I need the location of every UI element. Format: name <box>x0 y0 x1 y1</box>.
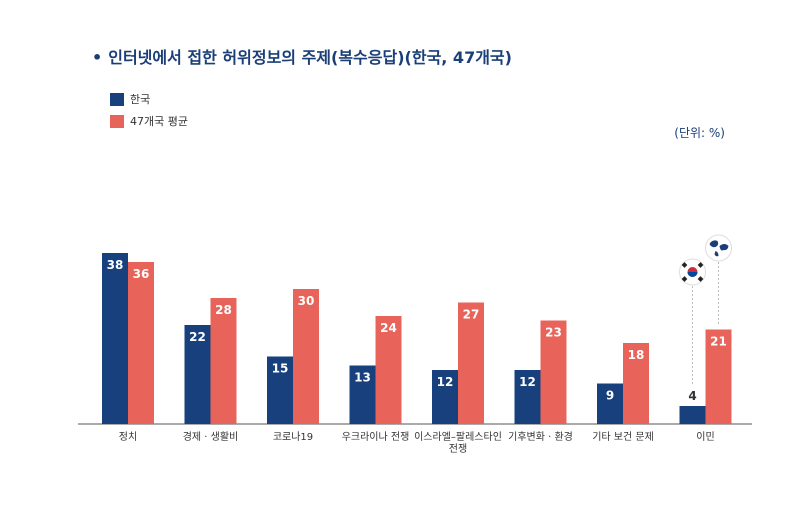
category-label-4-line-1: 전쟁 <box>449 443 467 455</box>
category-label-0: 정치 <box>119 431 137 443</box>
legend: 한국 47개국 평균 <box>110 92 188 136</box>
bar-average-4 <box>458 302 484 424</box>
data-label-korea-2: 15 <box>272 362 289 376</box>
globe-continent-2 <box>719 244 729 251</box>
chart-title-text: 인터넷에서 접한 허위정보의 주제(복수응답)(한국, 47개국) <box>108 48 512 67</box>
data-label-average-0: 36 <box>133 267 150 281</box>
bar-average-1 <box>210 298 237 424</box>
legend-item-average: 47개국 평균 <box>110 114 188 128</box>
bar-korea-5 <box>514 370 541 424</box>
bar-average-3 <box>375 316 402 424</box>
category-label-1: 경제 · 생활비 <box>183 430 239 443</box>
legend-item-korea: 한국 <box>110 92 188 106</box>
bar-korea-4 <box>432 370 458 424</box>
category-label-6: 기타 보건 문제 <box>592 431 654 443</box>
bar-average-5 <box>540 320 567 424</box>
data-label-average-5: 23 <box>545 326 562 340</box>
bar-average-0 <box>128 262 154 424</box>
unit-label: (단위: %) <box>674 126 725 140</box>
data-label-average-1: 28 <box>215 303 232 317</box>
bar-average-2 <box>293 289 319 424</box>
data-label-average-2: 30 <box>298 294 315 308</box>
korea-flag-trigram-1 <box>697 262 704 268</box>
data-label-korea-3: 13 <box>354 371 371 385</box>
korea-flag-trigram-0 <box>681 262 688 268</box>
category-label-2: 코로나19 <box>273 431 313 443</box>
korea-flag-trigram-2 <box>681 276 688 282</box>
data-label-average-7: 21 <box>710 335 727 349</box>
globe-continent-1 <box>709 240 719 248</box>
category-label-3: 우크라이나 전쟁 <box>342 431 410 443</box>
bar-korea-1 <box>184 325 211 424</box>
legend-swatch-korea <box>110 92 124 106</box>
title-bullet: • <box>92 48 103 67</box>
bar-korea-0 <box>102 253 128 424</box>
legend-swatch-average <box>110 114 124 128</box>
data-label-korea-5: 12 <box>519 375 536 389</box>
data-label-average-4: 27 <box>463 308 480 322</box>
data-label-korea-4: 12 <box>437 375 454 389</box>
data-label-korea-1: 22 <box>189 330 206 344</box>
legend-label-korea: 한국 <box>130 93 151 106</box>
bar-korea-7 <box>679 406 706 424</box>
category-label-4-line-0: 이스라엘–팔레스타인 <box>414 430 502 443</box>
category-label-5: 기후변화 · 환경 <box>508 430 573 443</box>
data-label-korea-6: 9 <box>606 389 614 403</box>
legend-label-average: 47개국 평균 <box>130 115 188 128</box>
category-label-7: 이민 <box>696 431 714 443</box>
bar-korea-2 <box>267 356 293 424</box>
bar-average-6 <box>623 343 649 424</box>
bar-average-7 <box>705 329 732 424</box>
korea-flag-trigram-3 <box>697 276 704 282</box>
data-label-korea-7: 4 <box>688 389 696 403</box>
bar-korea-6 <box>597 383 623 424</box>
globe-continent-3 <box>714 251 719 257</box>
data-label-korea-0: 38 <box>107 258 124 272</box>
bar-korea-3 <box>349 365 376 424</box>
data-label-average-3: 24 <box>380 321 397 335</box>
chart-title: • 인터넷에서 접한 허위정보의 주제(복수응답)(한국, 47개국) <box>92 44 512 68</box>
korea-flag-taegeuk-bottom <box>687 272 698 277</box>
data-label-average-6: 18 <box>628 348 645 362</box>
